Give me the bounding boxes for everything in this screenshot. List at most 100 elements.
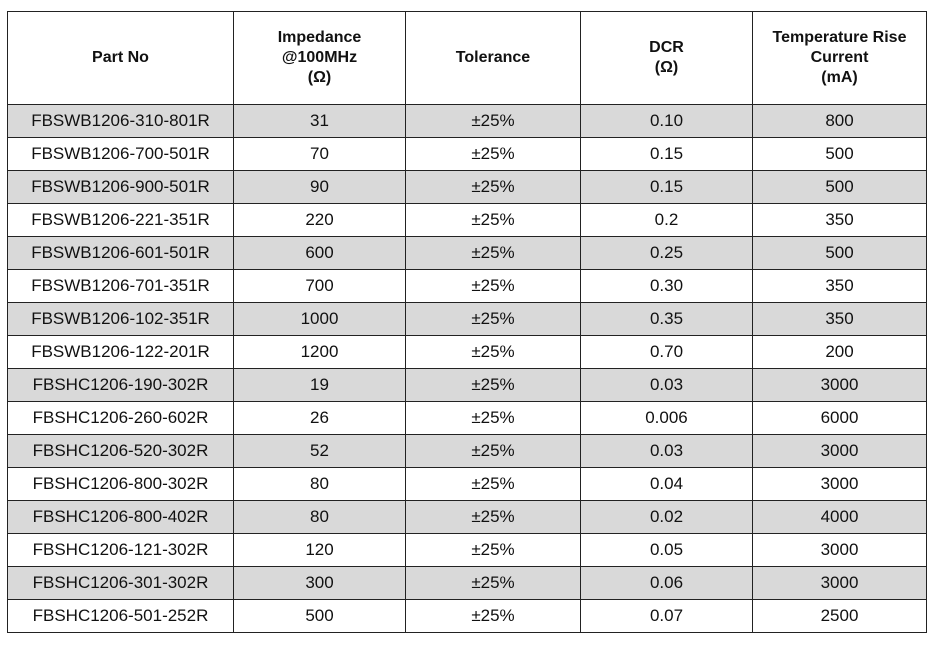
- cell-dcr: 0.06: [580, 566, 753, 600]
- cell-current: 3000: [752, 434, 927, 468]
- table-row: FBSWB1206-601-501R 600 ±25% 0.25 500: [7, 236, 927, 270]
- cell-dcr: 0.10: [580, 104, 753, 138]
- cell-dcr: 0.15: [580, 137, 753, 171]
- cell-tolerance: ±25%: [405, 236, 581, 270]
- cell-current: 500: [752, 137, 927, 171]
- cell-impedance: 300: [233, 566, 406, 600]
- header-line: Current: [810, 49, 869, 66]
- cell-impedance: 700: [233, 269, 406, 303]
- header-line: Tolerance: [455, 49, 531, 66]
- cell-tolerance: ±25%: [405, 401, 581, 435]
- cell-tolerance: ±25%: [405, 203, 581, 237]
- cell-tolerance: ±25%: [405, 170, 581, 204]
- table-row: FBSHC1206-301-302R 300 ±25% 0.06 3000: [7, 566, 927, 600]
- header-line: (Ω): [654, 59, 679, 76]
- cell-part-no: FBSWB1206-900-501R: [7, 170, 234, 204]
- cell-current: 800: [752, 104, 927, 138]
- cell-impedance: 1200: [233, 335, 406, 369]
- table-row: FBSHC1206-190-302R 19 ±25% 0.03 3000: [7, 368, 927, 402]
- table-header: Part No Impedance @100MHz (Ω) Tolerance …: [7, 11, 927, 105]
- cell-part-no: FBSWB1206-701-351R: [7, 269, 234, 303]
- header-line: DCR: [649, 39, 684, 56]
- cell-tolerance: ±25%: [405, 368, 581, 402]
- cell-impedance: 90: [233, 170, 406, 204]
- table-row: FBSHC1206-121-302R 120 ±25% 0.05 3000: [7, 533, 927, 567]
- table-row: FBSHC1206-260-602R 26 ±25% 0.006 6000: [7, 401, 927, 435]
- cell-tolerance: ±25%: [405, 269, 581, 303]
- header-line: Impedance: [277, 29, 362, 46]
- cell-current: 500: [752, 170, 927, 204]
- cell-part-no: FBSWB1206-310-801R: [7, 104, 234, 138]
- cell-dcr: 0.15: [580, 170, 753, 204]
- cell-impedance: 80: [233, 500, 406, 534]
- header-tolerance: Tolerance: [405, 11, 581, 105]
- cell-tolerance: ±25%: [405, 137, 581, 171]
- cell-impedance: 19: [233, 368, 406, 402]
- cell-part-no: FBSHC1206-301-302R: [7, 566, 234, 600]
- header-line: Part No: [92, 49, 149, 66]
- table-row: FBSWB1206-102-351R 1000 ±25% 0.35 350: [7, 302, 927, 336]
- cell-impedance: 80: [233, 467, 406, 501]
- table-row: FBSWB1206-221-351R 220 ±25% 0.2 350: [7, 203, 927, 237]
- cell-dcr: 0.70: [580, 335, 753, 369]
- cell-tolerance: ±25%: [405, 599, 581, 633]
- header-line: @100MHz: [281, 49, 358, 66]
- cell-tolerance: ±25%: [405, 335, 581, 369]
- cell-impedance: 120: [233, 533, 406, 567]
- cell-dcr: 0.04: [580, 467, 753, 501]
- cell-part-no: FBSHC1206-800-402R: [7, 500, 234, 534]
- cell-dcr: 0.03: [580, 434, 753, 468]
- cell-current: 6000: [752, 401, 927, 435]
- cell-dcr: 0.05: [580, 533, 753, 567]
- cell-current: 3000: [752, 368, 927, 402]
- cell-tolerance: ±25%: [405, 533, 581, 567]
- cell-impedance: 220: [233, 203, 406, 237]
- cell-dcr: 0.35: [580, 302, 753, 336]
- table-row: FBSHC1206-800-302R 80 ±25% 0.04 3000: [7, 467, 927, 501]
- cell-part-no: FBSHC1206-260-602R: [7, 401, 234, 435]
- cell-dcr: 0.07: [580, 599, 753, 633]
- cell-part-no: FBSWB1206-601-501R: [7, 236, 234, 270]
- table-row: FBSHC1206-501-252R 500 ±25% 0.07 2500: [7, 599, 927, 633]
- cell-part-no: FBSWB1206-221-351R: [7, 203, 234, 237]
- cell-current: 3000: [752, 533, 927, 567]
- cell-tolerance: ±25%: [405, 467, 581, 501]
- cell-dcr: 0.006: [580, 401, 753, 435]
- cell-part-no: FBSHC1206-190-302R: [7, 368, 234, 402]
- header-impedance: Impedance @100MHz (Ω): [233, 11, 406, 105]
- cell-impedance: 52: [233, 434, 406, 468]
- cell-current: 350: [752, 269, 927, 303]
- spec-table: Part No Impedance @100MHz (Ω) Tolerance …: [7, 11, 927, 633]
- cell-part-no: FBSHC1206-800-302R: [7, 467, 234, 501]
- cell-current: 200: [752, 335, 927, 369]
- cell-current: 500: [752, 236, 927, 270]
- cell-impedance: 70: [233, 137, 406, 171]
- cell-current: 350: [752, 203, 927, 237]
- cell-impedance: 500: [233, 599, 406, 633]
- table-row: FBSWB1206-310-801R 31 ±25% 0.10 800: [7, 104, 927, 138]
- header-row: Part No Impedance @100MHz (Ω) Tolerance …: [7, 11, 927, 105]
- table-row: FBSWB1206-122-201R 1200 ±25% 0.70 200: [7, 335, 927, 369]
- cell-dcr: 0.30: [580, 269, 753, 303]
- header-dcr: DCR (Ω): [580, 11, 753, 105]
- cell-part-no: FBSHC1206-520-302R: [7, 434, 234, 468]
- cell-tolerance: ±25%: [405, 500, 581, 534]
- cell-tolerance: ±25%: [405, 434, 581, 468]
- cell-part-no: FBSWB1206-102-351R: [7, 302, 234, 336]
- header-line: Temperature Rise: [772, 29, 907, 46]
- cell-current: 3000: [752, 467, 927, 501]
- cell-current: 4000: [752, 500, 927, 534]
- cell-current: 2500: [752, 599, 927, 633]
- cell-current: 3000: [752, 566, 927, 600]
- table-row: FBSWB1206-701-351R 700 ±25% 0.30 350: [7, 269, 927, 303]
- table-row: FBSHC1206-800-402R 80 ±25% 0.02 4000: [7, 500, 927, 534]
- header-part-no: Part No: [7, 11, 234, 105]
- table-row: FBSWB1206-900-501R 90 ±25% 0.15 500: [7, 170, 927, 204]
- cell-impedance: 31: [233, 104, 406, 138]
- cell-dcr: 0.02: [580, 500, 753, 534]
- cell-impedance: 26: [233, 401, 406, 435]
- cell-tolerance: ±25%: [405, 566, 581, 600]
- cell-tolerance: ±25%: [405, 104, 581, 138]
- header-line: (Ω): [307, 69, 332, 86]
- cell-tolerance: ±25%: [405, 302, 581, 336]
